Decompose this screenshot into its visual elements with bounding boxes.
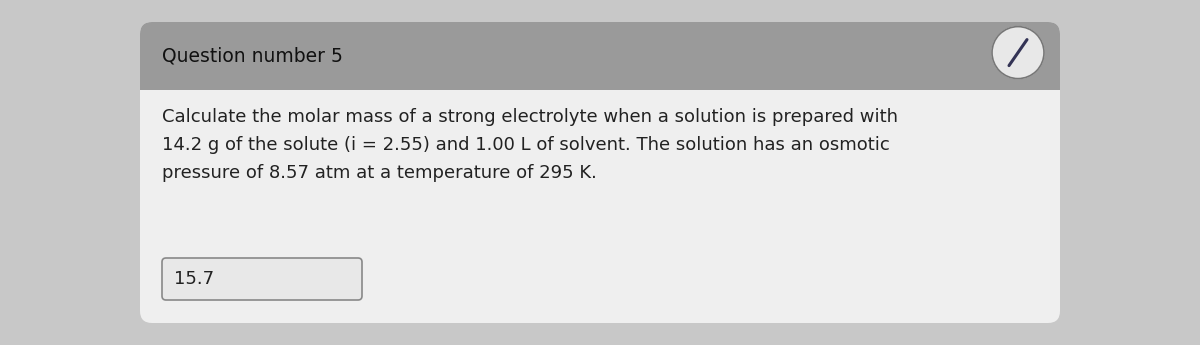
Text: Question number 5: Question number 5 [162,47,343,66]
Text: 15.7: 15.7 [174,270,214,288]
Text: pressure of 8.57 atm at a temperature of 295 K.: pressure of 8.57 atm at a temperature of… [162,164,596,182]
FancyBboxPatch shape [162,258,362,300]
FancyBboxPatch shape [140,22,1060,90]
Text: 14.2 g of the solute (i = 2.55) and 1.00 L of solvent. The solution has an osmot: 14.2 g of the solute (i = 2.55) and 1.00… [162,136,889,154]
Circle shape [992,27,1044,79]
FancyBboxPatch shape [140,22,1060,323]
Text: Calculate the molar mass of a strong electrolyte when a solution is prepared wit: Calculate the molar mass of a strong ele… [162,108,898,126]
Bar [140,56,1060,90]
